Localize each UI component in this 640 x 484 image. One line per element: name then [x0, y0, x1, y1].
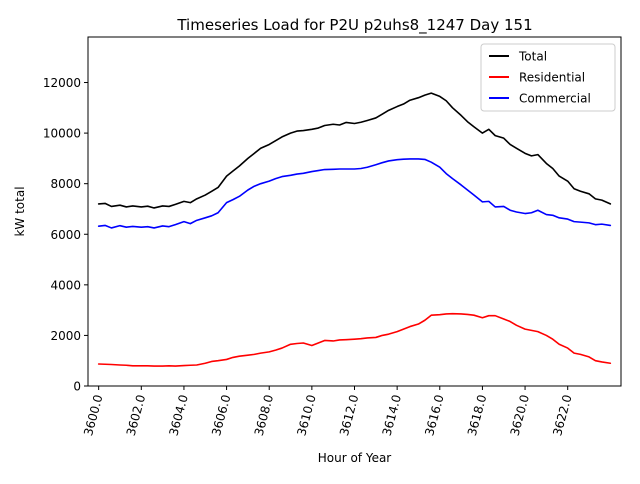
legend: Total Residential Commercial [480, 43, 616, 112]
series-line-total [97, 92, 612, 209]
y-tick-label: 10000 [43, 127, 81, 141]
series-line-commercial [97, 158, 612, 229]
y-tick-label: 8000 [50, 177, 81, 191]
legend-box [480, 43, 616, 112]
legend-label-residential: Residential [519, 71, 585, 85]
plot-area [97, 92, 612, 367]
y-axis-ticks: 0 2000 4000 6000 8000 10000 12000 [43, 76, 88, 394]
y-tick-label: 2000 [50, 329, 81, 343]
legend-label-total: Total [518, 50, 547, 64]
legend-label-commercial: Commercial [519, 92, 591, 106]
series-line-residential [97, 312, 612, 367]
chart-title: Timeseries Load for P2U p2uhs8_1247 Day … [176, 16, 532, 35]
y-axis-label: kW total [13, 186, 27, 236]
y-tick-label: 12000 [43, 76, 81, 90]
y-tick-label: 6000 [50, 228, 81, 242]
y-tick-label: 0 [73, 380, 81, 394]
y-tick-label: 4000 [50, 278, 81, 292]
x-axis-label: Hour of Year [318, 451, 392, 465]
